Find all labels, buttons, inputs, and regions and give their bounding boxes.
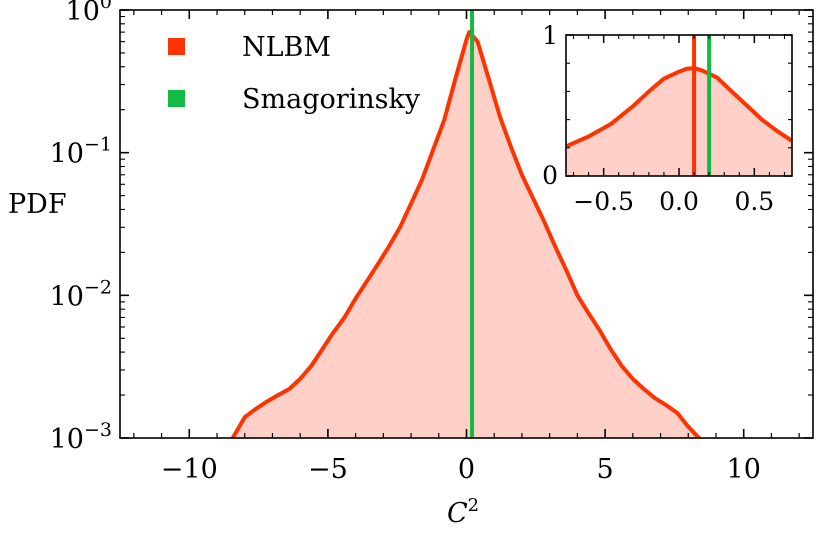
inset-x-tick-label: 0.5	[734, 187, 774, 216]
inset-x-ticks: −0.5 0.0 0.5	[572, 35, 786, 216]
main-x-tick-label: −10	[161, 454, 218, 485]
inset-plot-area	[566, 35, 792, 176]
main-y-tick-label: 100	[66, 0, 112, 27]
main-y-tick-label: 10−2	[50, 276, 112, 312]
nlbm-fill-area	[232, 32, 700, 438]
legend-swatch-smagorinsky	[168, 90, 185, 107]
x-axis-label: C2	[447, 495, 479, 529]
nlbm-pdf-line	[230, 30, 702, 438]
main-x-ticks: −10 −5 0 5 10	[133, 10, 800, 485]
legend: NLBM Smagorinsky	[168, 32, 421, 115]
main-plot-area	[230, 10, 702, 438]
legend-label-smagorinsky: Smagorinsky	[242, 84, 421, 115]
inset-y-tick-label: 0	[542, 161, 558, 190]
inset-y-tick-label: 1	[542, 21, 558, 50]
main-x-tick-label: 10	[727, 454, 761, 485]
inset-x-tick-label: −0.5	[573, 187, 634, 216]
main-y-tick-label: 10−3	[50, 419, 112, 455]
inset-y-ticks: 01	[542, 21, 792, 190]
main-y-ticks: 100 10−1 10−2 10−3	[50, 0, 813, 455]
legend-swatch-nlbm	[168, 38, 185, 55]
y-axis-label: PDF	[8, 189, 67, 220]
main-x-tick-label: 0	[458, 454, 475, 485]
inset-x-tick-label: 0.0	[659, 187, 699, 216]
main-x-tick-label: 5	[597, 454, 614, 485]
legend-label-nlbm: NLBM	[242, 32, 331, 63]
main-x-tick-label: −5	[308, 454, 348, 485]
main-y-tick-label: 10−1	[50, 134, 112, 170]
inset-nlbm-line	[566, 66, 792, 149]
